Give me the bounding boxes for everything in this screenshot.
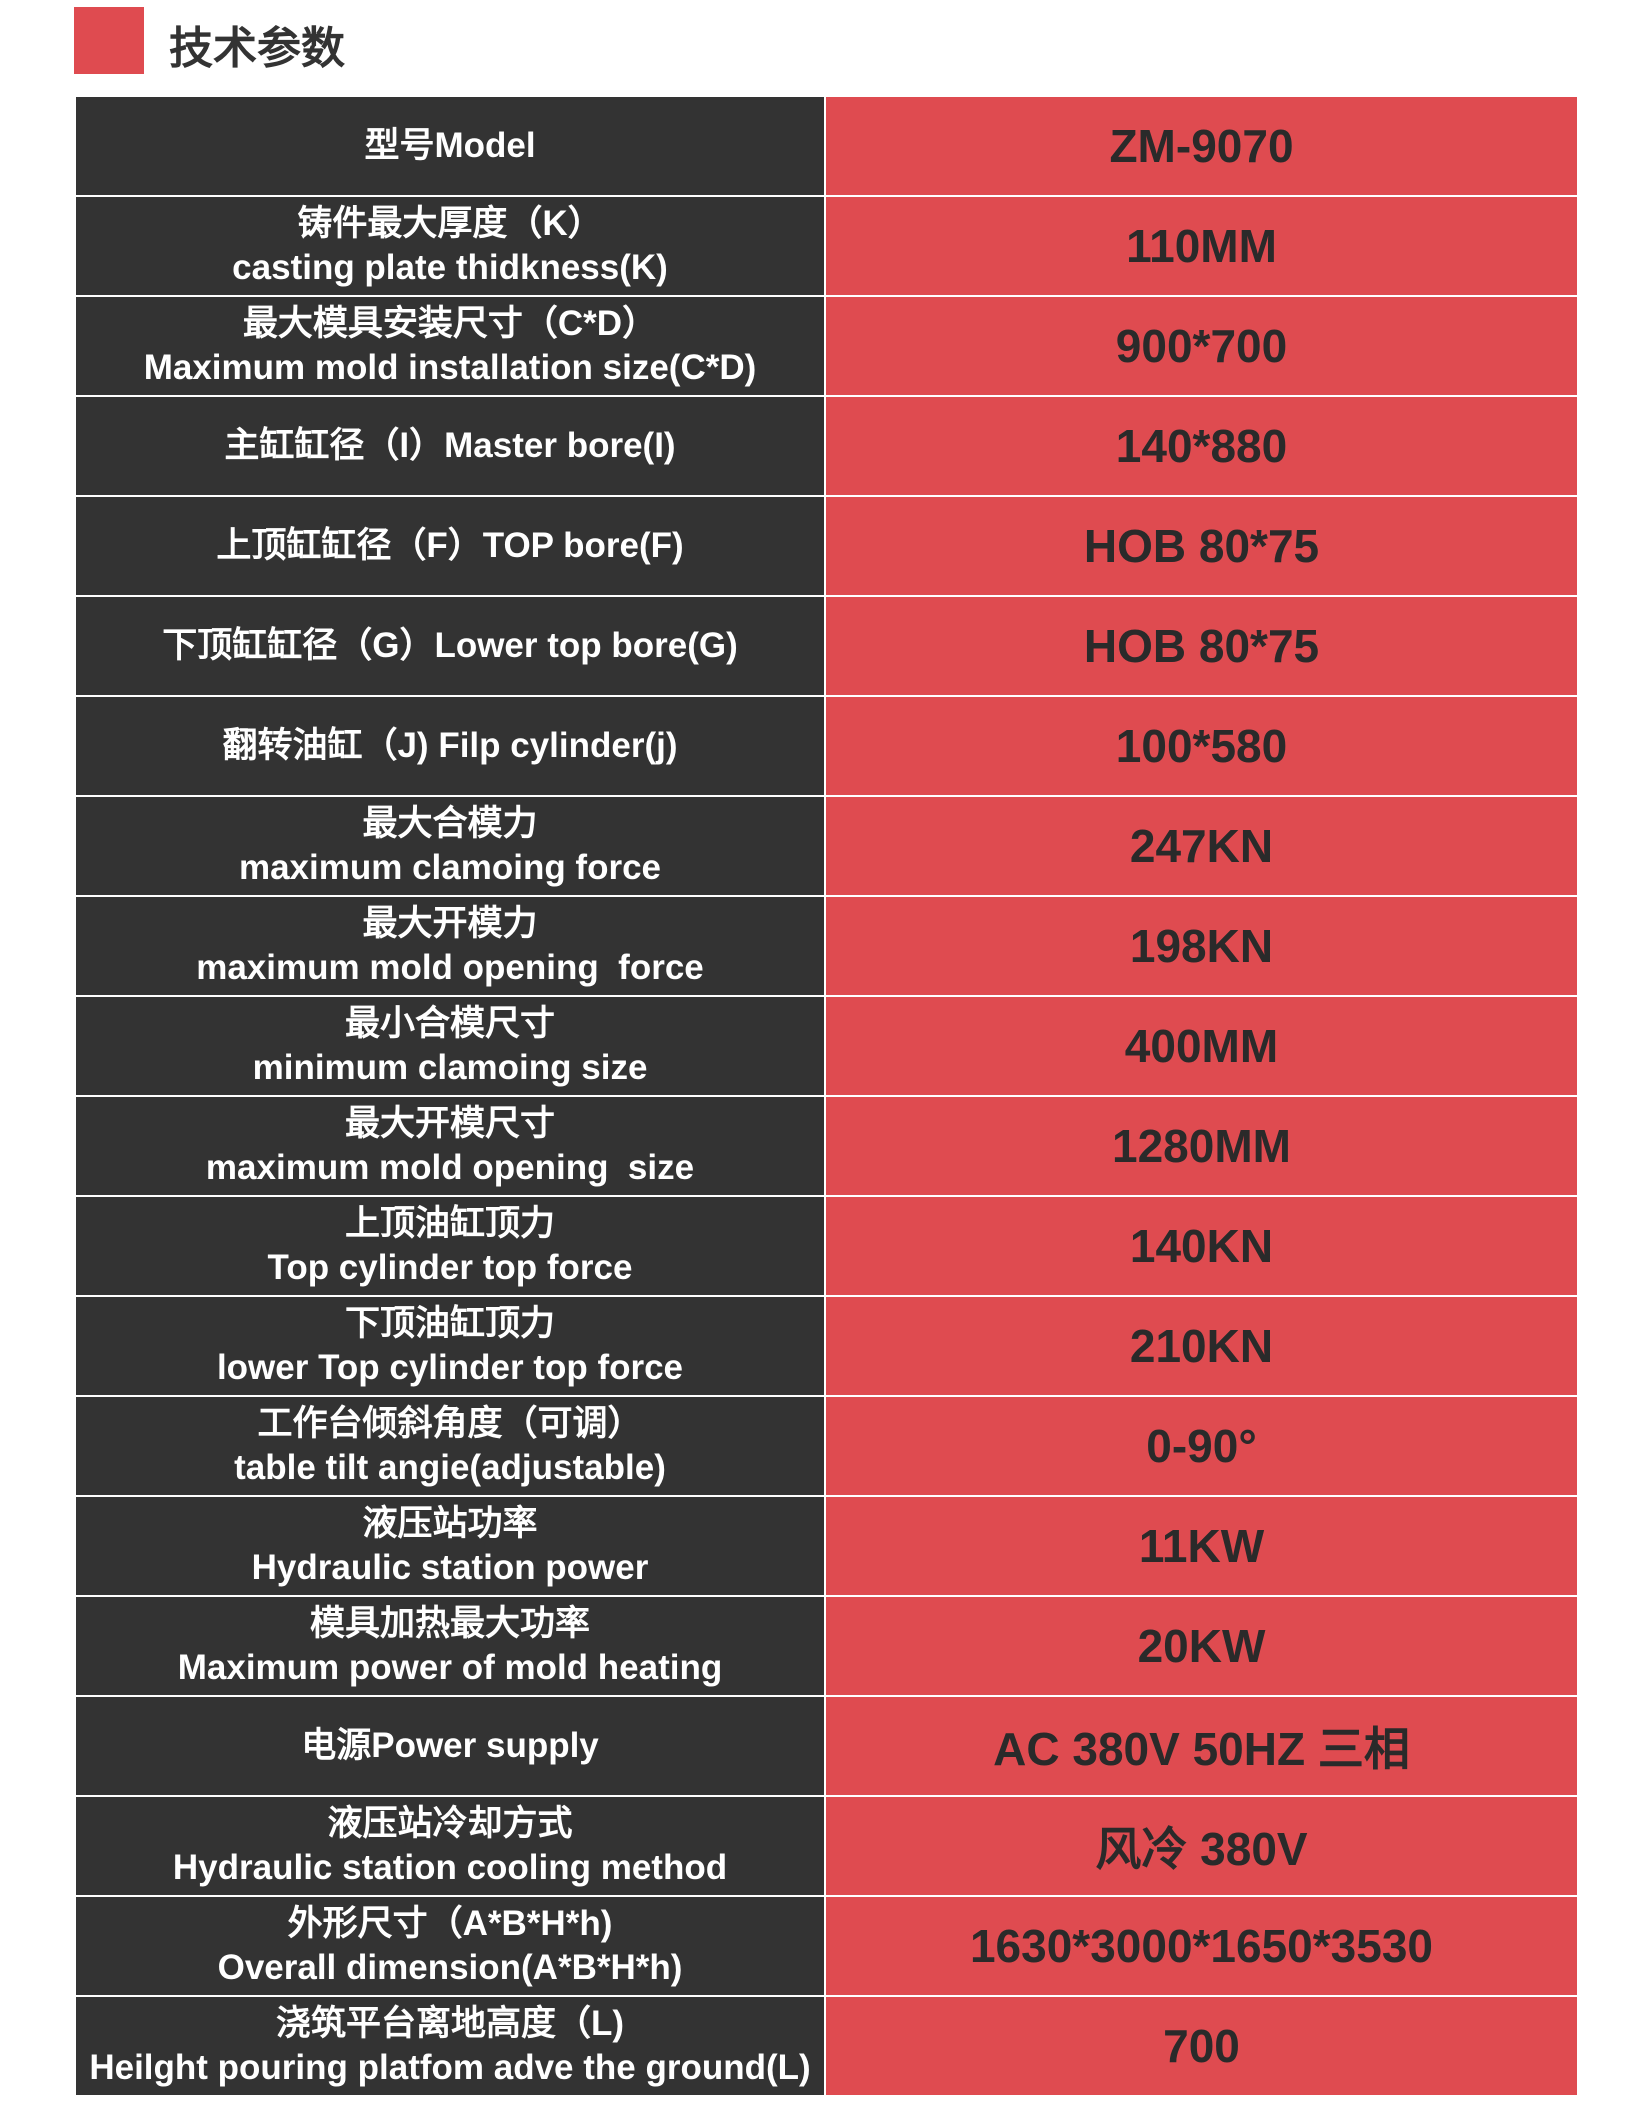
param-value: 1280MM (826, 1097, 1577, 1195)
param-label: 最大开模力 maximum mold opening force (76, 897, 826, 995)
label-line: 型号Model (364, 126, 536, 165)
table-row: 主缸缸径（I）Master bore(I) 140*880 (76, 397, 1577, 497)
label-line: maximum mold opening force (196, 948, 704, 987)
param-value: 400MM (826, 997, 1577, 1095)
param-label: 型号Model (76, 97, 826, 195)
param-label: 铸件最大厚度（K） casting plate thidkness(K) (76, 197, 826, 295)
spec-table: 型号Model ZM-9070 铸件最大厚度（K） casting plate thi… (76, 97, 1577, 2097)
param-label: 下顶油缸顶力 lower Top cylinder top force (76, 1297, 826, 1395)
param-value: 210KN (826, 1297, 1577, 1395)
table-row: 最大合模力 maximum clamoing force 247KN (76, 797, 1577, 897)
param-label: 最大开模尺寸 maximum mold opening size (76, 1097, 826, 1195)
param-label: 主缸缸径（I）Master bore(I) (76, 397, 826, 495)
param-value: 247KN (826, 797, 1577, 895)
param-label: 最小合模尺寸 minimum clamoing size (76, 997, 826, 1095)
table-row: 最大开模力 maximum mold opening force 198KN (76, 897, 1577, 997)
param-value: HOB 80*75 (826, 597, 1577, 695)
label-line: Overall dimension(A*B*H*h) (217, 1948, 683, 1987)
table-row: 浇筑平台离地高度（L) Heilght pouring platfom adve … (76, 1997, 1577, 2097)
label-line: 外形尺寸（A*B*H*h) (287, 1904, 613, 1943)
param-value: 0-90° (826, 1397, 1577, 1495)
label-line: 电源Power supply (301, 1726, 599, 1765)
param-label: 工作台倾斜角度（可调） table tilt angie(adjustable) (76, 1397, 826, 1495)
label-line: 上顶油缸顶力 (344, 1204, 555, 1243)
param-value: 11KW (826, 1497, 1577, 1595)
label-line: 模具加热最大功率 (309, 1604, 590, 1643)
param-value: 140KN (826, 1197, 1577, 1295)
label-line: maximum clamoing force (238, 848, 662, 887)
header-marker (74, 7, 144, 74)
param-label: 电源Power supply (76, 1697, 826, 1795)
label-line: maximum mold opening size (205, 1148, 695, 1187)
label-line: 下顶油缸顶力 (344, 1304, 555, 1343)
label-line: 主缸缸径（I）Master bore(I) (224, 426, 676, 465)
label-line: 最大开模力 (362, 904, 538, 943)
param-value: 700 (826, 1997, 1577, 2095)
param-label: 模具加热最大功率 Maximum power of mold heating (76, 1597, 826, 1695)
param-label: 上顶缸缸径（F）TOP bore(F) (76, 497, 826, 595)
table-row: 上顶油缸顶力 Top cylinder top force 140KN (76, 1197, 1577, 1297)
label-line: 浇筑平台离地高度（L) (275, 2004, 625, 2043)
table-row: 工作台倾斜角度（可调） table tilt angie(adjustable) 0… (76, 1397, 1577, 1497)
label-line: 最大开模尺寸 (344, 1104, 555, 1143)
param-label: 翻转油缸（J) Filp cylinder(j) (76, 697, 826, 795)
param-value: 100*580 (826, 697, 1577, 795)
table-row: 液压站功率 Hydraulic station power 11KW (76, 1497, 1577, 1597)
param-label: 上顶油缸顶力 Top cylinder top force (76, 1197, 826, 1295)
label-line: casting plate thidkness(K) (232, 248, 668, 287)
param-value: ZM-9070 (826, 97, 1577, 195)
param-label: 下顶缸缸径（G）Lower top bore(G) (76, 597, 826, 695)
table-row: 电源Power supply AC 380V 50HZ 三相 (76, 1697, 1577, 1797)
label-line: Maximum mold installation size(C*D) (143, 348, 757, 387)
label-line: lower Top cylinder top force (216, 1348, 684, 1387)
label-line: 工作台倾斜角度（可调） (257, 1404, 643, 1443)
label-line: 下顶缸缸径（G）Lower top bore(G) (162, 626, 738, 665)
param-value: 20KW (826, 1597, 1577, 1695)
param-value: 140*880 (826, 397, 1577, 495)
table-row: 下顶油缸顶力 lower Top cylinder top force 210KN (76, 1297, 1577, 1397)
param-label: 浇筑平台离地高度（L) Heilght pouring platfom adve … (76, 1997, 826, 2095)
label-line: table tilt angie(adjustable) (234, 1448, 666, 1487)
param-label: 外形尺寸（A*B*H*h) Overall dimension(A*B*H*h) (76, 1897, 826, 1995)
label-line: Hydraulic station cooling method (172, 1848, 728, 1887)
table-row: 模具加热最大功率 Maximum power of mold heating 20K… (76, 1597, 1577, 1697)
table-row: 液压站冷却方式 Hydraulic station cooling method 风… (76, 1797, 1577, 1897)
table-row: 最大开模尺寸 maximum mold opening size 1280MM (76, 1097, 1577, 1197)
param-value: 198KN (826, 897, 1577, 995)
label-line: 最小合模尺寸 (344, 1004, 555, 1043)
header-title: 技术参数 (169, 24, 345, 73)
label-line: 液压站冷却方式 (327, 1804, 573, 1843)
param-value: 风冷 380V (826, 1797, 1577, 1895)
table-row: 翻转油缸（J) Filp cylinder(j) 100*580 (76, 697, 1577, 797)
table-row: 上顶缸缸径（F）TOP bore(F) HOB 80*75 (76, 497, 1577, 597)
param-value: AC 380V 50HZ 三相 (826, 1697, 1577, 1795)
label-line: 液压站功率 (362, 1504, 538, 1543)
table-row: 铸件最大厚度（K） casting plate thidkness(K) 110MM (76, 197, 1577, 297)
param-value: HOB 80*75 (826, 497, 1577, 595)
label-line: 上顶缸缸径（F）TOP bore(F) (216, 526, 684, 565)
label-line: minimum clamoing size (252, 1048, 648, 1087)
param-label: 液压站冷却方式 Hydraulic station cooling method (76, 1797, 826, 1895)
label-line: Heilght pouring platfom adve the ground(… (89, 2048, 811, 2087)
label-line: Top cylinder top force (267, 1248, 633, 1287)
table-row: 型号Model ZM-9070 (76, 97, 1577, 197)
param-label: 液压站功率 Hydraulic station power (76, 1497, 826, 1595)
table-row: 下顶缸缸径（G）Lower top bore(G) HOB 80*75 (76, 597, 1577, 697)
table-row: 最大模具安装尺寸（C*D） Maximum mold installation s… (76, 297, 1577, 397)
param-value: 1630*3000*1650*3530 (826, 1897, 1577, 1995)
label-line: 最大合模力 (362, 804, 538, 843)
table-row: 外形尺寸（A*B*H*h) Overall dimension(A*B*H*h) 1… (76, 1897, 1577, 1997)
label-line: 铸件最大厚度（K） (297, 204, 603, 243)
label-line: Maximum power of mold heating (177, 1648, 723, 1687)
label-line: Hydraulic station power (251, 1548, 649, 1587)
param-label: 最大模具安装尺寸（C*D） Maximum mold installation s… (76, 297, 826, 395)
param-label: 最大合模力 maximum clamoing force (76, 797, 826, 895)
param-value: 900*700 (826, 297, 1577, 395)
label-line: 翻转油缸（J) Filp cylinder(j) (222, 726, 678, 765)
label-line: 最大模具安装尺寸（C*D） (242, 304, 658, 343)
param-value: 110MM (826, 197, 1577, 295)
table-row: 最小合模尺寸 minimum clamoing size 400MM (76, 997, 1577, 1097)
